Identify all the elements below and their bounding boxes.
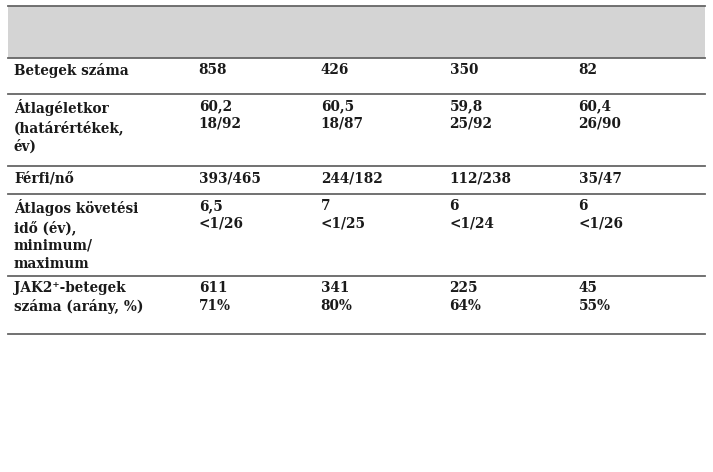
Text: 244/182: 244/182 xyxy=(321,171,382,185)
Text: MF-
betegek: MF- betegek xyxy=(578,11,639,43)
Text: Jellemzők: Jellemzők xyxy=(14,11,88,26)
Text: 393/465: 393/465 xyxy=(199,171,260,185)
Text: 60,5
18/87: 60,5 18/87 xyxy=(321,99,364,131)
Text: Átlagéletkor
(határértékek,
év): Átlagéletkor (határértékek, év) xyxy=(14,99,125,153)
Text: 45
55%: 45 55% xyxy=(578,281,610,313)
Text: 82: 82 xyxy=(578,63,597,77)
Text: 35/47: 35/47 xyxy=(578,171,622,185)
Text: Betegek száma: Betegek száma xyxy=(14,63,129,78)
Text: Összes
beteg: Összes beteg xyxy=(199,11,250,43)
Text: 426: 426 xyxy=(321,63,349,77)
Text: ET-betegek: ET-betegek xyxy=(450,11,534,25)
Text: 341
80%: 341 80% xyxy=(321,281,352,313)
Text: 611
71%: 611 71% xyxy=(199,281,231,313)
Text: 225
64%: 225 64% xyxy=(450,281,481,313)
Text: 6
<1/26: 6 <1/26 xyxy=(578,199,624,231)
Text: JAK2⁺-betegek
száma (arány, %): JAK2⁺-betegek száma (arány, %) xyxy=(14,281,143,314)
Text: 60,4
26/90: 60,4 26/90 xyxy=(578,99,622,131)
Text: 7
<1/25: 7 <1/25 xyxy=(321,199,366,231)
Text: Férfi/nő: Férfi/nő xyxy=(14,171,73,185)
Text: 6,5
<1/26: 6,5 <1/26 xyxy=(199,199,244,231)
Text: 112/238: 112/238 xyxy=(450,171,512,185)
Text: 350: 350 xyxy=(450,63,478,77)
Text: 858: 858 xyxy=(199,63,227,77)
Text: Átlagos követési
idő (év),
minimum/
maximum: Átlagos követési idő (év), minimum/ maxi… xyxy=(14,199,138,270)
Text: 60,2
18/92: 60,2 18/92 xyxy=(199,99,242,131)
Text: 6
<1/24: 6 <1/24 xyxy=(450,199,495,231)
Text: 59,8
25/92: 59,8 25/92 xyxy=(450,99,493,131)
Text: PV-betegek: PV-betegek xyxy=(321,11,406,25)
